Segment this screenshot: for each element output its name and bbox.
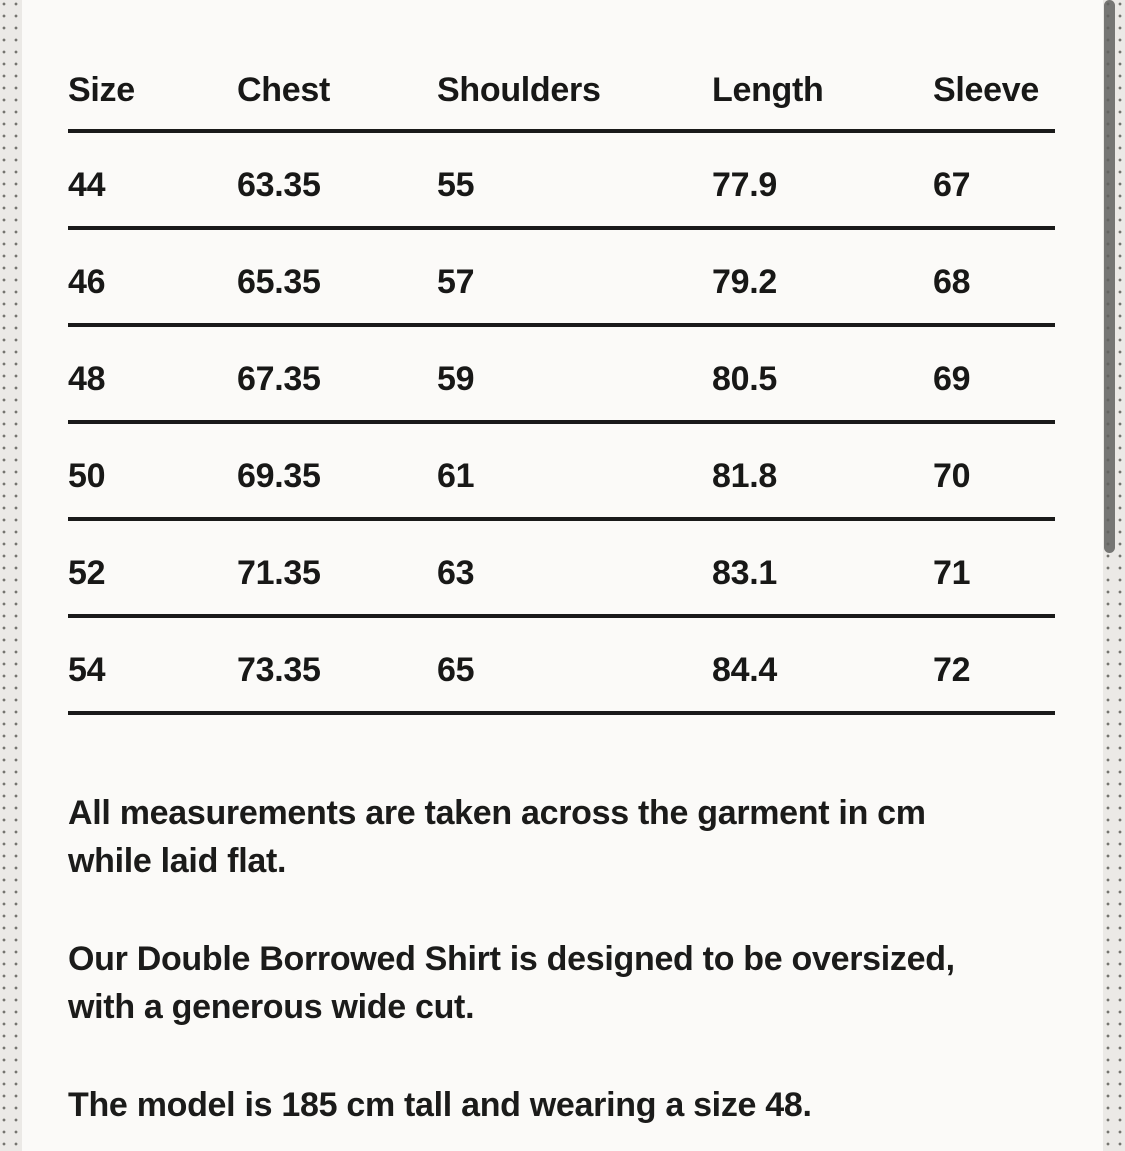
size-table-row: 44 63.35 55 77.9 67 bbox=[68, 133, 1055, 230]
table-cell: 63 bbox=[437, 553, 475, 592]
table-cell: 48 bbox=[68, 359, 106, 398]
table-cell: 50 bbox=[68, 456, 106, 495]
table-cell: 61 bbox=[437, 456, 475, 495]
column-header: Chest bbox=[237, 71, 330, 109]
table-cell: 84.4 bbox=[712, 650, 777, 689]
size-table-row: 52 71.35 63 83.1 71 bbox=[68, 521, 1055, 618]
column-header: Size bbox=[68, 71, 135, 109]
table-cell: 79.2 bbox=[712, 262, 777, 301]
table-cell: 73.35 bbox=[237, 650, 321, 689]
size-table-row: 46 65.35 57 79.2 68 bbox=[68, 230, 1055, 327]
table-cell: 68 bbox=[933, 262, 971, 301]
fit-note: Our Double Borrowed Shirt is designed to… bbox=[68, 940, 955, 1026]
table-cell: 69.35 bbox=[237, 456, 321, 495]
measurement-note: All measurements are taken across the ga… bbox=[68, 794, 926, 880]
table-cell: 67.35 bbox=[237, 359, 321, 398]
scrollbar-thumb[interactable] bbox=[1104, 0, 1115, 553]
size-table-row: 50 69.35 61 81.8 70 bbox=[68, 424, 1055, 521]
table-cell: 72 bbox=[933, 650, 971, 689]
size-table-row: 48 67.35 59 80.5 69 bbox=[68, 327, 1055, 424]
table-cell: 67 bbox=[933, 165, 971, 204]
table-cell: 57 bbox=[437, 262, 475, 301]
column-header: Sleeve bbox=[933, 71, 1039, 109]
table-cell: 81.8 bbox=[712, 456, 777, 495]
column-header: Length bbox=[712, 71, 824, 109]
content-card: Size Chest Shoulders Length Sleeve 44 63.35 55 7… bbox=[22, 0, 1103, 1151]
column-header: Shoulders bbox=[437, 71, 601, 109]
table-cell: 69 bbox=[933, 359, 971, 398]
size-table-row: 54 73.35 65 84.4 72 bbox=[68, 618, 1055, 715]
table-cell: 63.35 bbox=[237, 165, 321, 204]
size-table-header-row: Size Chest Shoulders Length Sleeve bbox=[68, 0, 1055, 133]
size-table: Size Chest Shoulders Length Sleeve 44 63.35 55 7… bbox=[68, 0, 1055, 715]
table-cell: 80.5 bbox=[712, 359, 777, 398]
table-cell: 54 bbox=[68, 650, 106, 689]
notes-section: All measurements are taken across the ga… bbox=[68, 789, 1068, 1129]
table-cell: 83.1 bbox=[712, 553, 777, 592]
table-cell: 77.9 bbox=[712, 165, 777, 204]
table-cell: 52 bbox=[68, 553, 106, 592]
table-cell: 70 bbox=[933, 456, 971, 495]
table-cell: 44 bbox=[68, 165, 106, 204]
table-cell: 71 bbox=[933, 553, 971, 592]
table-cell: 46 bbox=[68, 262, 106, 301]
table-cell: 55 bbox=[437, 165, 475, 204]
table-cell: 59 bbox=[437, 359, 475, 398]
table-cell: 65.35 bbox=[237, 262, 321, 301]
model-note: The model is 185 cm tall and wearing a s… bbox=[68, 1086, 812, 1124]
table-cell: 71.35 bbox=[237, 553, 321, 592]
table-cell: 65 bbox=[437, 650, 475, 689]
